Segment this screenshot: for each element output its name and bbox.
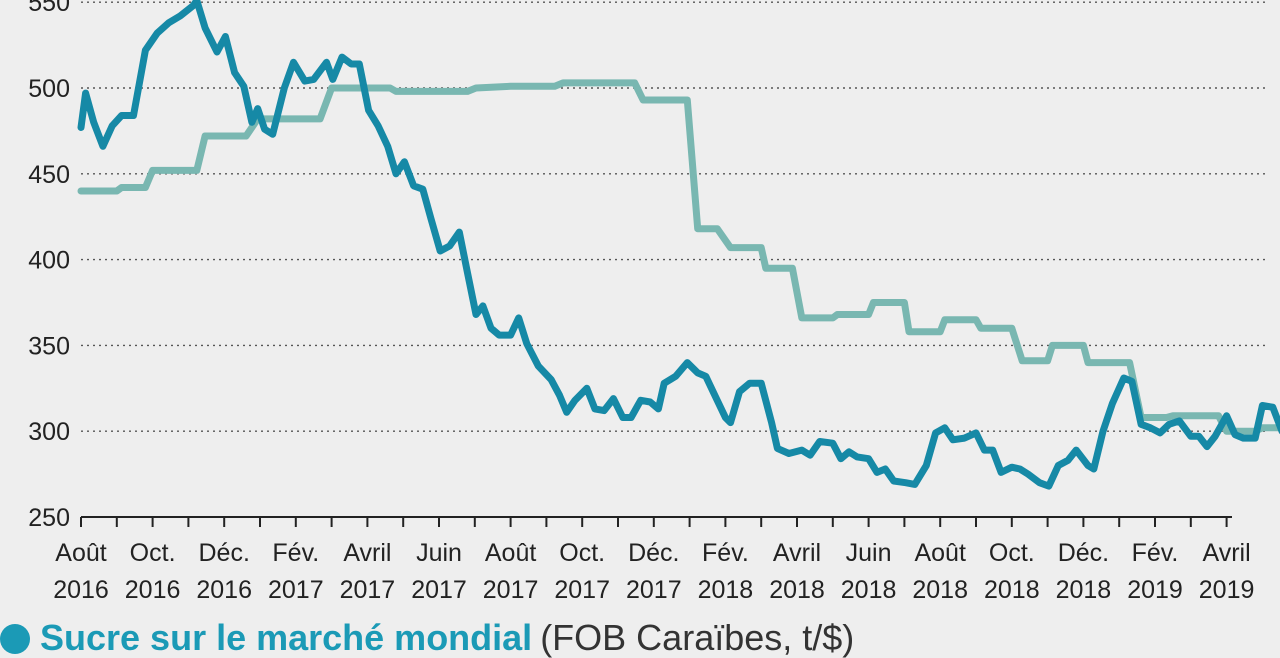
x-tick-label-month: Juin xyxy=(846,539,892,567)
x-tick-label-month: Oct. xyxy=(989,539,1035,567)
series-line-1 xyxy=(77,0,1280,490)
x-tick-label-year: 2016 xyxy=(125,576,181,604)
y-tick-label: 350 xyxy=(28,332,70,360)
caption-subtitle: (FOB Caraïbes, t/$) xyxy=(540,618,855,658)
y-tick-label: 550 xyxy=(28,0,70,17)
x-tick-label-year: 2017 xyxy=(411,576,467,604)
x-tick-label-year: 2019 xyxy=(1199,576,1255,604)
x-axis-labels: Août 2016 Oct. 2016 Déc. 2016 Fév. 2017 Avril 201… xyxy=(53,539,1254,604)
caption-bullet-icon xyxy=(0,624,30,654)
x-tick-label-month: Déc. xyxy=(628,539,679,567)
x-tick-label-year: 2018 xyxy=(769,576,825,604)
caption-title: Sucre sur le marché mondial xyxy=(40,618,533,658)
x-tick-label-year: 2017 xyxy=(268,576,324,604)
x-tick-label-month: Avril xyxy=(773,539,821,567)
x-tick-label-month: Fév. xyxy=(1132,539,1179,567)
y-tick-label: 300 xyxy=(28,418,70,446)
x-tick-label-year: 2019 xyxy=(1127,576,1183,604)
x-tick-label-month: Août xyxy=(485,539,536,567)
x-tick-label-month: Oct. xyxy=(130,539,176,567)
x-tick-label-month: Août xyxy=(55,539,106,567)
x-tick-label-year: 2018 xyxy=(1056,576,1112,604)
x-tick-label-year: 2017 xyxy=(340,576,396,604)
y-tick-label: 250 xyxy=(28,504,70,532)
line-chart: 250 300 350 400 450 500 550 Août 2016 Oct. 2016 Dé… xyxy=(0,0,1280,610)
x-tick-label-year: 2018 xyxy=(984,576,1040,604)
y-tick-label: 500 xyxy=(28,75,70,103)
x-tick-label-month: Oct. xyxy=(559,539,605,567)
x-tick-label-month: Août xyxy=(914,539,965,567)
x-tick-label-month: Avril xyxy=(1203,539,1251,567)
x-tick-label-year: 2017 xyxy=(483,576,539,604)
x-tick-label-month: Déc. xyxy=(1058,539,1109,567)
chart-caption: Sucre sur le marché mondial (FOB Caraïbes… xyxy=(0,618,1280,658)
x-tick-label-year: 2017 xyxy=(626,576,682,604)
x-tick-label-year: 2017 xyxy=(554,576,610,604)
x-tick-label-month: Avril xyxy=(343,539,391,567)
x-tick-label-month: Fév. xyxy=(702,539,749,567)
x-tick-label-month: Déc. xyxy=(198,539,249,567)
x-tick-label-year: 2018 xyxy=(841,576,897,604)
chart-background xyxy=(0,0,1280,610)
y-tick-label: 450 xyxy=(28,161,70,189)
x-tick-label-year: 2018 xyxy=(698,576,754,604)
x-axis xyxy=(80,516,1232,527)
series-lines xyxy=(77,0,1280,490)
x-tick-label-month: Juin xyxy=(416,539,462,567)
x-tick-label-year: 2016 xyxy=(53,576,109,604)
y-tick-label: 400 xyxy=(28,247,70,275)
x-tick-label-year: 2018 xyxy=(912,576,968,604)
y-axis-labels: 250 300 350 400 450 500 550 xyxy=(28,0,70,532)
x-tick-label-month: Fév. xyxy=(272,539,319,567)
x-tick-label-year: 2016 xyxy=(196,576,252,604)
